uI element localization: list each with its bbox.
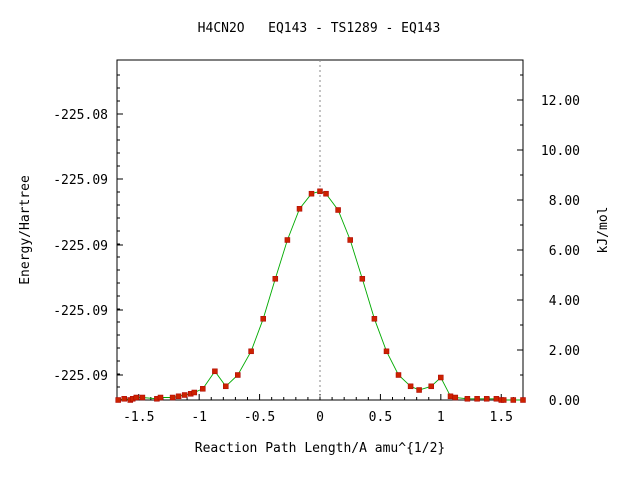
data-point-24: [323, 190, 329, 197]
data-point-10: [181, 392, 188, 398]
data-point-33: [428, 383, 434, 390]
y2-tick-label-5: 10.00: [541, 144, 580, 159]
data-point-8: [169, 394, 176, 401]
data-point-14: [212, 368, 218, 375]
data-point-26: [347, 237, 353, 243]
data-point-17: [248, 348, 254, 355]
y2-tick-label-0: 0.00: [549, 394, 580, 409]
series-line: [118, 190, 523, 401]
data-point-22: [308, 190, 315, 197]
data-point-44: [520, 397, 526, 403]
x-tick-label-5: 1: [437, 410, 445, 425]
data-point-0: [115, 397, 121, 403]
data-point-12: [191, 389, 198, 396]
data-point-38: [474, 396, 480, 402]
y2-axis-label: kJ/mol: [596, 207, 611, 254]
data-point-29: [383, 348, 390, 355]
data-point-13: [200, 386, 206, 392]
data-point-36: [452, 394, 459, 401]
data-point-18: [260, 316, 266, 322]
data-point-35: [447, 393, 454, 400]
data-point-40: [493, 396, 500, 402]
data-point-31: [407, 383, 414, 390]
data-point-9: [175, 393, 182, 400]
y2-tick-label-2: 4.00: [549, 294, 580, 309]
y2-tick-label-4: 8.00: [549, 194, 580, 209]
data-point-19: [272, 276, 279, 282]
x-tick-label-6: 1.5: [490, 410, 513, 425]
data-point-37: [464, 396, 471, 402]
data-point-16: [235, 372, 241, 378]
x-tick-label-1: -1: [191, 410, 207, 425]
data-point-20: [284, 237, 291, 243]
data-point-1: [121, 396, 127, 402]
y-axis-ticks: -225.08 -225.09 -225.09 -225.09 -225.09: [53, 74, 123, 388]
data-point-5: [139, 394, 146, 401]
y-axis-label: Energy/Hartree: [18, 175, 33, 285]
data-point-42: [500, 397, 507, 403]
x-tick-label-0: -1.5: [123, 410, 154, 425]
data-point-25: [335, 207, 341, 213]
y-tick-label-1: -225.09: [53, 173, 108, 188]
y-tick-label-3: -225.09: [53, 304, 108, 319]
data-point-43: [510, 397, 517, 403]
y-tick-label-2: -225.09: [53, 239, 108, 254]
y2-tick-label-1: 2.00: [549, 344, 580, 359]
data-point-32: [416, 387, 422, 393]
data-point-15: [223, 383, 229, 390]
data-point-4: [133, 394, 140, 401]
data-point-39: [483, 396, 490, 402]
y-tick-label-4: -225.09: [53, 369, 108, 384]
data-point-7: [157, 394, 164, 401]
data-point-23: [317, 188, 323, 195]
data-point-27: [359, 276, 366, 282]
x-tick-label-2: -0.5: [244, 410, 275, 425]
data-point-30: [395, 372, 402, 378]
x-axis-ticks: -1.5 -1 -0.5 0 0.5 1 1.5: [123, 394, 514, 425]
y-tick-label-0: -225.08: [53, 108, 108, 123]
x-tick-label-3: 0: [316, 410, 324, 425]
y2-tick-label-6: 12.00: [541, 94, 580, 109]
y2-axis-ticks: 0.00 2.00 4.00 6.00 8.00 10.00 12.00: [517, 74, 580, 409]
y2-tick-label-3: 6.00: [549, 244, 580, 259]
chart-title: H4CN2O EQ143 - TS1289 - EQ143: [198, 21, 441, 36]
series-points: [115, 188, 526, 403]
x-tick-label-4: 0.5: [369, 410, 392, 425]
x-axis-label: Reaction Path Length/A amu^{1/2}: [195, 441, 445, 456]
data-point-34: [438, 374, 444, 381]
data-point-21: [296, 206, 303, 212]
data-point-28: [371, 316, 378, 322]
